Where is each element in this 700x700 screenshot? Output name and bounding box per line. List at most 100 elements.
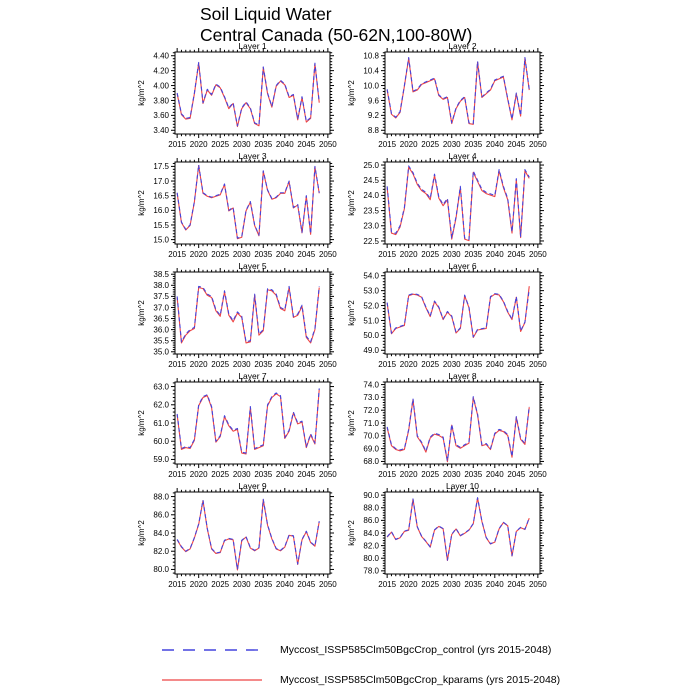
control-dashed-line-sample bbox=[162, 649, 262, 651]
y-tick-label: 24.5 bbox=[363, 176, 379, 185]
control-series-line bbox=[176, 61, 320, 127]
y-tick-label: 80.0 bbox=[153, 565, 169, 574]
plot-frame bbox=[174, 51, 331, 135]
y-tick-label: 88.0 bbox=[363, 504, 379, 513]
y-tick-label: 51.0 bbox=[363, 316, 379, 325]
y-tick-label: 52.0 bbox=[363, 301, 379, 310]
panel-svg-layer-5: Layer 5 2015 2020 2025 2030 2035 2040 2045 2050 3… bbox=[137, 261, 337, 369]
x-tick-label: 2050 bbox=[319, 360, 337, 369]
x-tick-label: 2025 bbox=[211, 580, 229, 589]
x-tick-label: 2020 bbox=[400, 470, 418, 479]
panel-svg-layer-9: Layer 9 2015 2020 2025 2030 2035 2040 2045 2050 8… bbox=[137, 481, 337, 589]
control-series-line bbox=[386, 289, 530, 338]
x-tick-label: 2045 bbox=[507, 250, 525, 259]
y-tick-label: 38.5 bbox=[153, 270, 169, 279]
y-tick-label: 71.0 bbox=[363, 419, 379, 428]
x-tick-label: 2045 bbox=[297, 250, 315, 259]
y-axis-label: kg/m^2 bbox=[347, 520, 356, 546]
x-tick-label: 2020 bbox=[190, 140, 208, 149]
y-tick-label: 17.5 bbox=[153, 162, 169, 171]
panel-svg-layer-7: Layer 7 2015 2020 2025 2030 2035 2040 2045 2050 5… bbox=[137, 371, 337, 479]
panel-svg-layer-3: Layer 3 2015 2020 2025 2030 2035 2040 2045 2050 1… bbox=[137, 151, 337, 259]
kparams-series-line bbox=[176, 389, 320, 455]
control-series-line bbox=[386, 497, 530, 561]
y-tick-label: 22.5 bbox=[363, 237, 379, 246]
x-tick-label: 2030 bbox=[233, 580, 251, 589]
y-tick-label: 69.0 bbox=[363, 444, 379, 453]
x-tick-label: 2050 bbox=[319, 580, 337, 589]
x-tick-label: 2050 bbox=[529, 250, 547, 259]
y-tick-label: 53.0 bbox=[363, 286, 379, 295]
panel-title: Layer 10 bbox=[446, 481, 479, 491]
x-tick-label: 2045 bbox=[297, 580, 315, 589]
y-axis-label: kg/m^2 bbox=[137, 300, 146, 326]
panel-svg-layer-6: Layer 6 2015 2020 2025 2030 2035 2040 2045 2050 4… bbox=[347, 261, 547, 369]
y-tick-label: 90.0 bbox=[363, 491, 379, 500]
x-tick-label: 2035 bbox=[254, 250, 272, 259]
x-tick-label: 2020 bbox=[400, 140, 418, 149]
y-tick-label: 73.0 bbox=[363, 393, 379, 402]
panel-title: Layer 8 bbox=[448, 371, 477, 381]
y-axis-label: kg/m^2 bbox=[347, 410, 356, 436]
panel-layer-6: Layer 6 2015 2020 2025 2030 2035 2040 2045 2050 4… bbox=[345, 260, 555, 372]
y-tick-label: 82.0 bbox=[363, 541, 379, 550]
x-tick-label: 2040 bbox=[276, 580, 294, 589]
panel-layer-2: Layer 2 2015 2020 2025 2030 2035 2040 2045 2050 8… bbox=[345, 40, 555, 152]
x-tick-label: 2015 bbox=[168, 580, 186, 589]
y-tick-label: 62.0 bbox=[153, 401, 169, 410]
x-tick-label: 2020 bbox=[400, 250, 418, 259]
x-tick-label: 2050 bbox=[319, 140, 337, 149]
kparams-series-line bbox=[176, 286, 320, 344]
panel-svg-layer-10: Layer 10 2015 2020 2025 2030 2035 2040 2045 2050… bbox=[347, 481, 547, 589]
x-tick-label: 2020 bbox=[400, 360, 418, 369]
y-axis-label: kg/m^2 bbox=[347, 190, 356, 216]
kparams-series-line bbox=[386, 397, 530, 463]
x-tick-label: 2040 bbox=[486, 140, 504, 149]
panel-layer-8: Layer 8 2015 2020 2025 2030 2035 2040 2045 2050 6… bbox=[345, 370, 555, 482]
x-tick-label: 2045 bbox=[297, 360, 315, 369]
x-tick-label: 2030 bbox=[443, 250, 461, 259]
x-tick-label: 2040 bbox=[276, 470, 294, 479]
y-axis-label: kg/m^2 bbox=[137, 410, 146, 436]
x-tick-label: 2035 bbox=[464, 140, 482, 149]
x-tick-label: 2045 bbox=[507, 360, 525, 369]
x-tick-label: 2015 bbox=[168, 360, 186, 369]
x-tick-label: 2015 bbox=[378, 140, 396, 149]
x-tick-label: 2035 bbox=[254, 140, 272, 149]
x-tick-label: 2015 bbox=[168, 250, 186, 259]
y-tick-label: 36.5 bbox=[153, 314, 169, 323]
y-tick-label: 16.0 bbox=[153, 206, 169, 215]
legend-item-kparams: Myccost_ISSP585Clm50BgcCrop_kparams (yrs… bbox=[160, 670, 560, 690]
x-tick-label: 2040 bbox=[276, 360, 294, 369]
x-tick-label: 2025 bbox=[211, 360, 229, 369]
x-tick-label: 2025 bbox=[421, 470, 439, 479]
x-tick-label: 2050 bbox=[529, 140, 547, 149]
y-tick-label: 70.0 bbox=[363, 432, 379, 441]
x-tick-label: 2045 bbox=[507, 140, 525, 149]
y-tick-label: 61.0 bbox=[153, 419, 169, 428]
x-tick-label: 2040 bbox=[486, 580, 504, 589]
x-tick-label: 2040 bbox=[486, 250, 504, 259]
x-tick-label: 2050 bbox=[319, 470, 337, 479]
y-tick-label: 37.5 bbox=[153, 292, 169, 301]
y-tick-label: 8.8 bbox=[368, 126, 380, 135]
panel-title: Layer 2 bbox=[448, 41, 477, 51]
kparams-series-line bbox=[176, 164, 320, 240]
panel-title: Layer 7 bbox=[238, 371, 267, 381]
y-tick-label: 88.0 bbox=[153, 492, 169, 501]
x-tick-label: 2020 bbox=[190, 360, 208, 369]
legend-label-control: Myccost_ISSP585Clm50BgcCrop_control (yrs… bbox=[280, 644, 552, 656]
y-tick-label: 86.0 bbox=[153, 511, 169, 520]
x-tick-label: 2030 bbox=[233, 250, 251, 259]
x-tick-label: 2025 bbox=[421, 250, 439, 259]
x-tick-label: 2045 bbox=[297, 140, 315, 149]
x-tick-label: 2040 bbox=[276, 140, 294, 149]
y-tick-label: 35.0 bbox=[153, 348, 169, 357]
y-tick-label: 68.0 bbox=[363, 457, 379, 466]
panel-layer-7: Layer 7 2015 2020 2025 2030 2035 2040 2045 2050 5… bbox=[135, 370, 345, 482]
y-tick-label: 63.0 bbox=[153, 382, 169, 391]
x-tick-label: 2035 bbox=[464, 470, 482, 479]
x-tick-label: 2030 bbox=[443, 470, 461, 479]
x-tick-label: 2025 bbox=[421, 140, 439, 149]
x-tick-label: 2050 bbox=[319, 250, 337, 259]
